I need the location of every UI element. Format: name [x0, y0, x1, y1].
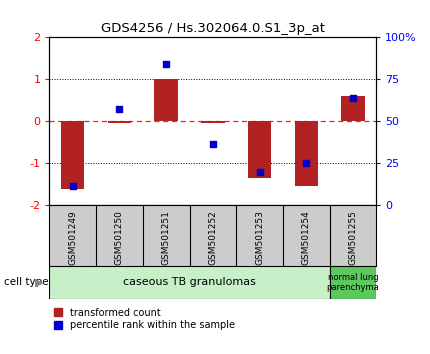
Point: [163, 62, 169, 67]
Bar: [154, 79, 178, 121]
Point: [116, 106, 123, 112]
Text: normal lung
parenchyma: normal lung parenchyma: [326, 273, 379, 292]
Text: GSM501249: GSM501249: [68, 210, 77, 265]
Bar: [295, 121, 318, 187]
Text: GSM501252: GSM501252: [209, 210, 217, 265]
Text: cell type: cell type: [4, 277, 49, 287]
Text: caseous TB granulomas: caseous TB granulomas: [123, 277, 256, 287]
Text: GSM501251: GSM501251: [162, 210, 171, 265]
Bar: [329, 266, 376, 299]
Text: GSM501255: GSM501255: [348, 210, 357, 265]
Text: GSM501254: GSM501254: [302, 210, 311, 265]
Point: [256, 169, 263, 175]
Text: GSM501250: GSM501250: [115, 210, 124, 265]
Title: GDS4256 / Hs.302064.0.S1_3p_at: GDS4256 / Hs.302064.0.S1_3p_at: [101, 22, 325, 35]
Point: [303, 160, 310, 166]
Bar: [108, 121, 131, 123]
Text: GSM501253: GSM501253: [255, 210, 264, 265]
Text: ▶: ▶: [35, 277, 44, 287]
Point: [209, 142, 216, 147]
Bar: [49, 266, 329, 299]
Point: [350, 95, 356, 101]
Bar: [201, 121, 224, 123]
Legend: transformed count, percentile rank within the sample: transformed count, percentile rank withi…: [54, 308, 235, 330]
Point: [69, 184, 76, 189]
Bar: [341, 96, 365, 121]
Bar: [248, 121, 271, 178]
Bar: [61, 121, 84, 188]
